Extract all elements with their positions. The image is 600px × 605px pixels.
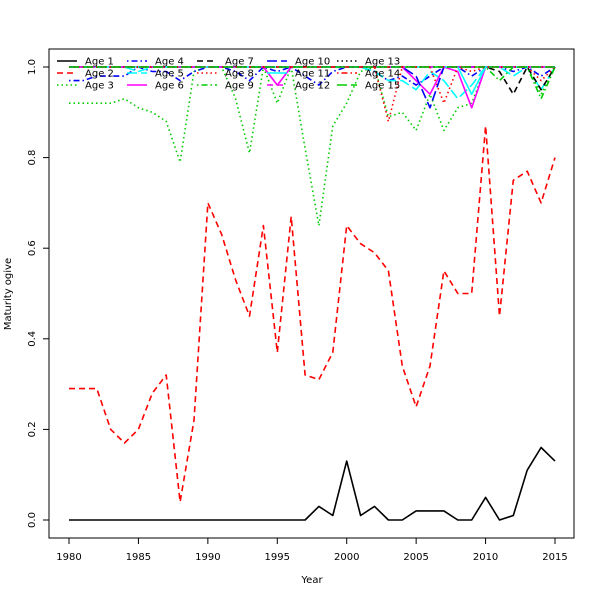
legend-label: Age 8 [225, 69, 254, 80]
series-line-age-3 [69, 66, 556, 227]
legend-item-age-6: Age 6 [127, 81, 184, 92]
legend-item-age-7: Age 7 [197, 57, 254, 68]
series-layer [69, 66, 556, 521]
legend-item-age-12: Age 12 [267, 81, 330, 92]
legend-label: Age 6 [155, 81, 184, 92]
x-axis: 1980 1985 1990 1995 2000 2005 2010 2015 [56, 538, 568, 563]
x-tick-label: 1990 [195, 552, 220, 563]
legend-item-age-13: Age 13 [337, 57, 400, 68]
y-tick-label: 0.2 [27, 421, 38, 437]
legend-label: Age 1 [85, 57, 114, 68]
legend-label: Age 15 [365, 81, 400, 92]
y-tick-label: 0.8 [27, 150, 38, 166]
series-line-age-2 [69, 125, 556, 503]
x-tick-label: 1995 [265, 552, 290, 563]
legend-item-age-9: Age 9 [197, 81, 254, 92]
series-line-age-1 [69, 446, 556, 521]
legend-label: Age 4 [155, 57, 184, 68]
y-tick-label: 1.0 [27, 59, 38, 75]
legend-label: Age 2 [85, 69, 114, 80]
x-tick-label: 2000 [334, 552, 359, 563]
y-axis-title: Maturity ogive [3, 258, 14, 330]
plot-frame [48, 48, 575, 539]
x-tick-label: 2010 [473, 552, 498, 563]
legend-label: Age 13 [365, 57, 400, 68]
x-tick-label: 1985 [126, 552, 151, 563]
series-line-age-4 [69, 66, 556, 86]
legend-item-age-8: Age 8 [197, 69, 254, 80]
y-tick-label: 0.6 [27, 240, 38, 256]
legend-item-age-2: Age 2 [57, 69, 114, 80]
legend-item-age-4: Age 4 [127, 57, 184, 68]
legend-label: Age 7 [225, 57, 254, 68]
y-axis: 0.0 0.2 0.4 0.6 0.8 1.0 [27, 59, 49, 528]
legend-label: Age 11 [295, 69, 330, 80]
legend-label: Age 5 [155, 69, 184, 80]
legend-label: Age 3 [85, 81, 114, 92]
legend-item-age-10: Age 10 [267, 57, 330, 68]
y-tick-label: 0.0 [27, 512, 38, 528]
legend-item-age-3: Age 3 [57, 81, 114, 92]
x-axis-title: Year [300, 575, 323, 586]
legend-label: Age 9 [225, 81, 254, 92]
legend-item-age-1: Age 1 [57, 57, 114, 68]
legend-item-age-5: Age 5 [127, 69, 184, 80]
legend-label: Age 14 [365, 69, 400, 80]
legend-item-age-11: Age 11 [267, 69, 330, 80]
legend-label: Age 10 [295, 57, 330, 68]
legend-label: Age 12 [295, 81, 330, 92]
legend-item-age-15: Age 15 [337, 81, 400, 92]
y-tick-label: 0.4 [27, 331, 38, 347]
x-tick-label: 1980 [56, 552, 81, 563]
x-tick-label: 2015 [542, 552, 567, 563]
legend-item-age-14: Age 14 [337, 69, 400, 80]
x-tick-label: 2005 [403, 552, 428, 563]
